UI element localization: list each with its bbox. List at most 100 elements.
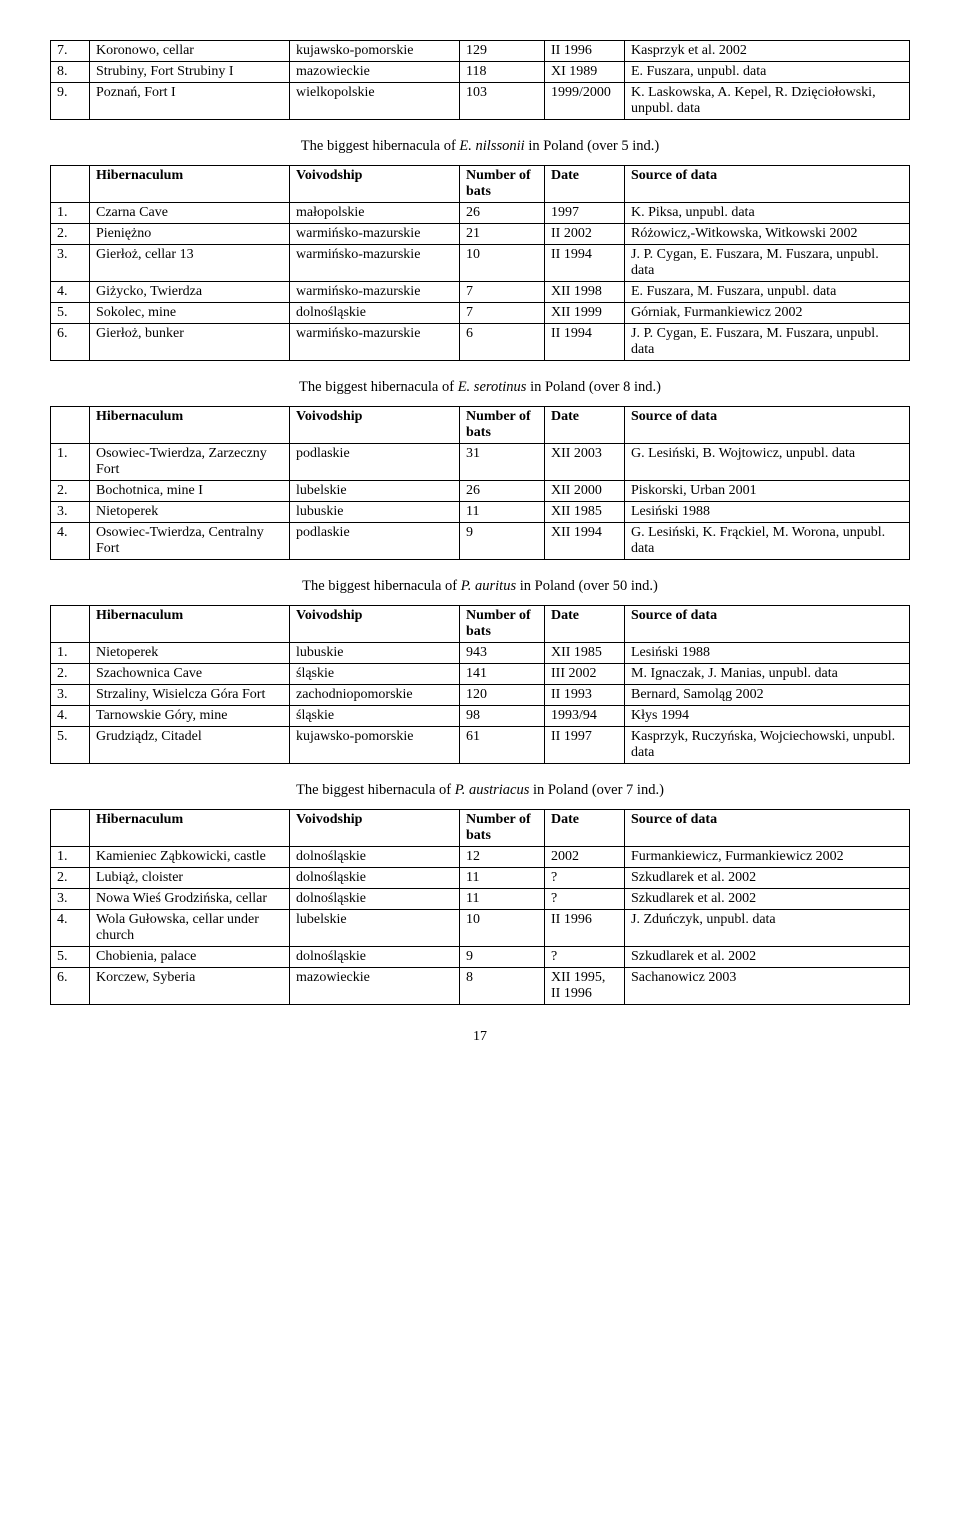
caption-it: E. nilssonii <box>459 138 524 154</box>
table-cell: mazowieckie <box>290 968 460 1005</box>
table-cell: 2. <box>51 664 90 685</box>
table-cell: 4. <box>51 706 90 727</box>
table-cell: 2. <box>51 481 90 502</box>
top-table: 7.Koronowo, cellarkujawsko-pomorskie129I… <box>50 40 910 120</box>
table-cell: 6. <box>51 968 90 1005</box>
table-header-cell: Voivodship <box>290 810 460 847</box>
table-cell: dolnośląskie <box>290 868 460 889</box>
table-cell: XII 1985 <box>545 643 625 664</box>
table-cell: II 1996 <box>545 41 625 62</box>
table-cell: II 1996 <box>545 910 625 947</box>
table-cell: 6 <box>460 324 545 361</box>
table-cell: 11 <box>460 889 545 910</box>
table-header-cell: Source of data <box>625 810 910 847</box>
table-cell: Sokolec, mine <box>90 303 290 324</box>
table-row: 2.Szachownica Caveśląskie141III 2002M. I… <box>51 664 910 685</box>
table-cell: XII 1994 <box>545 523 625 560</box>
austriacus-table: HibernaculumVoivodshipNumber of batsDate… <box>50 809 910 1005</box>
table-row: 6.Gierłoż, bunkerwarmińsko-mazurskie6II … <box>51 324 910 361</box>
table-row: 1.Osowiec-Twierdza, Zarzeczny Fortpodlas… <box>51 444 910 481</box>
table-cell: E. Fuszara, unpubl. data <box>625 62 910 83</box>
table-cell: Gierłoż, cellar 13 <box>90 245 290 282</box>
table-cell: małopolskie <box>290 203 460 224</box>
table-row: 5.Chobienia, palacedolnośląskie9?Szkudla… <box>51 947 910 968</box>
caption-post: in Poland (over 7 ind.) <box>529 782 664 798</box>
table-row: 3.Gierłoż, cellar 13warmińsko-mazurskie1… <box>51 245 910 282</box>
table-row: 6.Korczew, Syberiamazowieckie8XII 1995, … <box>51 968 910 1005</box>
table-row: 5.Sokolec, minedolnośląskie7XII 1999Górn… <box>51 303 910 324</box>
table-cell: 8 <box>460 968 545 1005</box>
table-cell: 6. <box>51 324 90 361</box>
table-head: HibernaculumVoivodshipNumber of batsDate… <box>51 810 910 847</box>
table-cell: III 2002 <box>545 664 625 685</box>
table-cell: Górniak, Furmankiewicz 2002 <box>625 303 910 324</box>
table-cell: 98 <box>460 706 545 727</box>
caption-serotinus: The biggest hibernacula of E. serotinus … <box>50 379 910 396</box>
table-cell: Kasprzyk et al. 2002 <box>625 41 910 62</box>
table-cell: kujawsko-pomorskie <box>290 41 460 62</box>
auritus-table: HibernaculumVoivodshipNumber of batsDate… <box>50 605 910 764</box>
table-header-row: HibernaculumVoivodshipNumber of batsDate… <box>51 407 910 444</box>
table-body: 1.Nietopereklubuskie943XII 1985Lesiński … <box>51 643 910 764</box>
table-cell: 11 <box>460 868 545 889</box>
table-cell: 3. <box>51 889 90 910</box>
table-cell: ? <box>545 947 625 968</box>
nilssonii-table: HibernaculumVoivodshipNumber of batsDate… <box>50 165 910 361</box>
caption-pre: The biggest hibernacula of <box>301 138 460 154</box>
table-cell: lubelskie <box>290 910 460 947</box>
table-cell: 1. <box>51 643 90 664</box>
table-cell: XI 1989 <box>545 62 625 83</box>
caption-pre: The biggest hibernacula of <box>299 379 458 395</box>
table-cell: warmińsko-mazurskie <box>290 282 460 303</box>
table-cell: ? <box>545 868 625 889</box>
table-cell: dolnośląskie <box>290 889 460 910</box>
table-cell: warmińsko-mazurskie <box>290 245 460 282</box>
table-cell: 141 <box>460 664 545 685</box>
table-cell: 5. <box>51 303 90 324</box>
table-header-cell: Source of data <box>625 166 910 203</box>
table-cell: Poznań, Fort I <box>90 83 290 120</box>
table-header-cell: Hibernaculum <box>90 810 290 847</box>
table-cell: 11 <box>460 502 545 523</box>
table-cell: Szkudlarek et al. 2002 <box>625 868 910 889</box>
table-row: 1.Kamieniec Ząbkowicki, castledolnośląsk… <box>51 847 910 868</box>
table-cell: Tarnowskie Góry, mine <box>90 706 290 727</box>
table-row: 7.Koronowo, cellarkujawsko-pomorskie129I… <box>51 41 910 62</box>
table-cell: 4. <box>51 282 90 303</box>
table-cell: M. Ignaczak, J. Manias, unpubl. data <box>625 664 910 685</box>
table-row: 9.Poznań, Fort Iwielkopolskie1031999/200… <box>51 83 910 120</box>
table-cell: Nowa Wieś Grodzińska, cellar <box>90 889 290 910</box>
table-cell: G. Lesiński, K. Frąckiel, M. Worona, unp… <box>625 523 910 560</box>
table-cell: Bochotnica, mine I <box>90 481 290 502</box>
table-cell: Szachownica Cave <box>90 664 290 685</box>
table-cell: podlaskie <box>290 444 460 481</box>
table-cell: lubelskie <box>290 481 460 502</box>
table-cell: 1. <box>51 444 90 481</box>
table-cell: 4. <box>51 910 90 947</box>
table-cell: Osowiec-Twierdza, Zarzeczny Fort <box>90 444 290 481</box>
table-cell: 120 <box>460 685 545 706</box>
caption-it: E. serotinus <box>458 379 527 395</box>
table-cell: wielkopolskie <box>290 83 460 120</box>
table-cell: Szkudlarek et al. 2002 <box>625 947 910 968</box>
table-cell: 129 <box>460 41 545 62</box>
table-cell: Sachanowicz 2003 <box>625 968 910 1005</box>
table-row: 3.Nietopereklubuskie11XII 1985Lesiński 1… <box>51 502 910 523</box>
table-header-cell: Number of bats <box>460 407 545 444</box>
table-cell: 7 <box>460 282 545 303</box>
table-cell: Piskorski, Urban 2001 <box>625 481 910 502</box>
caption-it: P. austriacus <box>455 782 530 798</box>
table-cell: ? <box>545 889 625 910</box>
table-cell: 3. <box>51 685 90 706</box>
table-cell: dolnośląskie <box>290 947 460 968</box>
table-cell: Kłys 1994 <box>625 706 910 727</box>
table-cell: Strzaliny, Wisielcza Góra Fort <box>90 685 290 706</box>
table-row: 4.Tarnowskie Góry, mineśląskie981993/94K… <box>51 706 910 727</box>
table-cell: Lesiński 1988 <box>625 643 910 664</box>
table-cell: II 1994 <box>545 245 625 282</box>
table-cell: 118 <box>460 62 545 83</box>
table-cell: warmińsko-mazurskie <box>290 324 460 361</box>
table-cell: K. Piksa, unpubl. data <box>625 203 910 224</box>
table-cell: Nietoperek <box>90 643 290 664</box>
table-row: 2.Lubiąż, cloisterdolnośląskie11?Szkudla… <box>51 868 910 889</box>
